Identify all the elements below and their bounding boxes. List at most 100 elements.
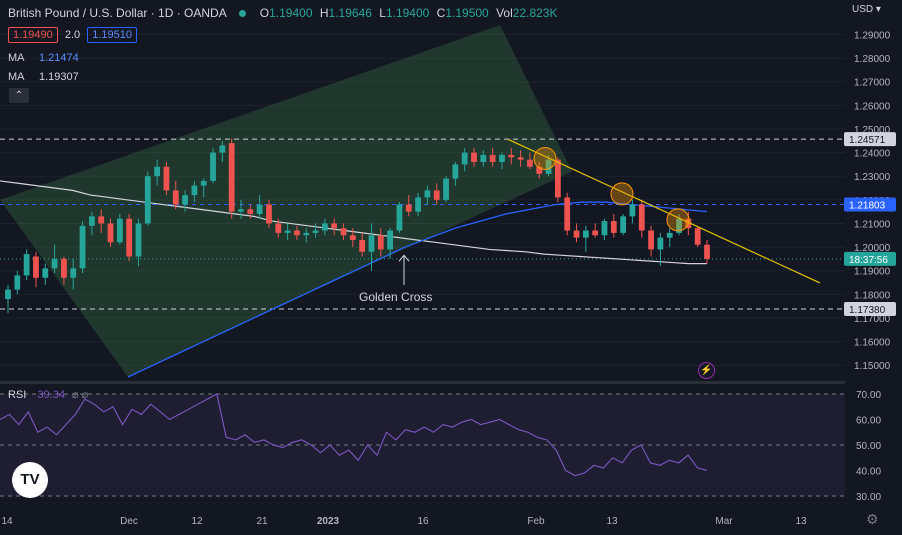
rsi-legend[interactable]: RSI 39.34 ⌀ ⌀	[8, 388, 88, 401]
candle-body	[573, 230, 580, 238]
candle-body	[182, 195, 188, 205]
buy-button[interactable]: 1.19510	[87, 27, 137, 43]
ma-long-label: MA	[8, 52, 24, 64]
price-label-bg	[844, 197, 896, 212]
chevron-up-icon[interactable]: ⌃	[9, 88, 29, 103]
sell-button[interactable]: 1.19490	[8, 27, 58, 43]
candle-body	[238, 209, 244, 212]
candle-body	[284, 230, 291, 233]
lightning-icon[interactable]: ⚡	[698, 362, 715, 379]
candle-body	[275, 223, 282, 233]
candle-body	[5, 289, 11, 300]
candle-body	[14, 275, 21, 290]
candle-body	[61, 258, 67, 278]
candle-body	[368, 235, 375, 252]
price-tick-label: 1.24000	[854, 149, 891, 160]
candle-body	[228, 143, 235, 212]
candle-body	[648, 230, 654, 250]
candle-body	[126, 218, 133, 257]
symbol-title[interactable]: British Pound / U.S. Dollar · 1D · OANDA	[8, 6, 227, 20]
price-tick-label: 1.26000	[854, 101, 891, 112]
ma-short-label: MA	[8, 71, 24, 83]
price-tick-label: 1.20000	[854, 243, 891, 254]
candle-body	[620, 216, 627, 233]
candle-body	[377, 235, 384, 250]
rsi-band	[0, 394, 845, 496]
candle-body	[582, 230, 589, 238]
rsi-value: 39.34	[37, 389, 65, 401]
ma-long-legend[interactable]: MA 1.21474	[8, 52, 79, 64]
ma-short-legend[interactable]: MA 1.19307	[8, 71, 79, 83]
candle-body	[79, 225, 86, 269]
candle-body	[154, 166, 161, 177]
touch-point-marker	[533, 146, 557, 170]
candle-body	[219, 145, 226, 153]
price-label: 1.21803	[849, 200, 886, 211]
candle-body	[452, 164, 459, 179]
currency-selector[interactable]: USD ▾	[852, 4, 881, 15]
candle-body	[163, 166, 170, 191]
price-tick-label: 1.21000	[854, 219, 891, 230]
candle-body	[657, 237, 664, 250]
candle-body	[23, 254, 30, 276]
candle-body	[42, 268, 49, 278]
candle-body	[676, 218, 682, 233]
pane-separator	[0, 381, 845, 384]
candle-body	[517, 157, 524, 160]
high-value: 1.19646	[328, 6, 372, 20]
candle-body	[508, 154, 515, 158]
volume-value: 22.823K	[512, 6, 558, 20]
time-tick-label: 13	[606, 516, 618, 527]
price-tick-label: 1.27000	[854, 78, 891, 89]
candle-body	[107, 223, 114, 243]
time-tick-label: Mar	[715, 516, 733, 527]
price-tick-label: 1.28000	[854, 54, 891, 65]
candle-body	[545, 159, 552, 174]
candle-body	[200, 180, 207, 186]
annotation-arrowhead	[398, 254, 410, 262]
time-tick-label: 12	[191, 516, 203, 527]
candle-body	[638, 204, 645, 231]
candle-body	[489, 154, 496, 163]
candle-body	[564, 197, 571, 231]
candle-body	[461, 152, 468, 165]
candle-body	[294, 230, 300, 236]
rsi-settings-icons: ⌀ ⌀	[72, 389, 89, 401]
candle-body	[694, 228, 701, 245]
rsi-tick-label: 70.00	[856, 390, 881, 401]
close-value: 1.19500	[445, 6, 489, 20]
price-label: 1.17380	[849, 305, 886, 316]
touch-point-marker	[610, 182, 634, 206]
price-tick-label: 1.29000	[854, 30, 891, 41]
candle-body	[331, 223, 338, 229]
currency-label: USD	[852, 4, 874, 15]
candle-body	[443, 178, 449, 200]
candle-body	[610, 221, 617, 233]
price-label-bg	[844, 132, 896, 147]
candle-body	[536, 166, 543, 174]
golden-cross-annotation: Golden Cross	[359, 290, 432, 304]
time-tick-label: 2023	[317, 516, 340, 527]
candle-body	[499, 154, 505, 163]
candle-body	[704, 244, 710, 259]
candle-body	[471, 152, 477, 163]
candle-body	[172, 190, 179, 205]
ma-long-line	[0, 180, 707, 265]
rsi-tick-label: 60.00	[856, 416, 881, 427]
time-tick-label: Dec	[120, 516, 138, 527]
rsi-tick-label: 30.00	[856, 492, 881, 503]
candle-body	[33, 256, 39, 278]
time-tick-label: 13	[795, 516, 807, 527]
candle-body	[340, 228, 347, 236]
gear-icon[interactable]: ⚙	[866, 511, 879, 527]
candle-body	[116, 218, 123, 243]
candle-body	[51, 258, 58, 269]
candle-body	[480, 154, 487, 163]
candle-body	[601, 221, 608, 236]
candle-body	[210, 152, 216, 181]
price-tick-label: 1.17000	[854, 314, 891, 325]
market-status-icon	[239, 10, 247, 18]
price-label: 18:37:56	[849, 255, 888, 266]
rsi-tick-label: 40.00	[856, 467, 881, 478]
